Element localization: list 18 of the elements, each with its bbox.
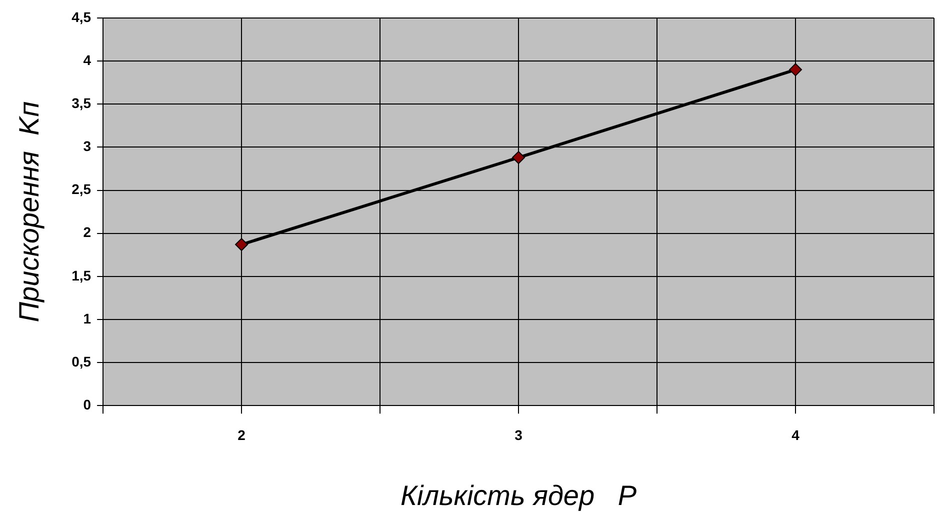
point xyxy=(789,63,802,76)
y-tick-label: 3 xyxy=(83,138,92,154)
y-tick-label: 4 xyxy=(83,52,92,68)
y-tick-label: 2 xyxy=(83,224,92,240)
y-tick-label: 0 xyxy=(83,396,92,412)
x-tick-label: 3 xyxy=(514,426,523,443)
x-tick-label: 4 xyxy=(792,426,800,443)
x-tick-label: 2 xyxy=(238,426,246,443)
y-tick-label: 4,5 xyxy=(72,8,92,25)
y-tick-label: 3,5 xyxy=(72,94,92,111)
x-axis-title: Кількість ядер P xyxy=(400,480,637,511)
y-tick-label: 0,5 xyxy=(72,353,92,370)
point xyxy=(235,238,248,252)
y-tick-label: 1,5 xyxy=(72,267,92,284)
y-tick-label: 2,5 xyxy=(72,181,92,198)
y-tick-label: 1 xyxy=(83,310,92,326)
point xyxy=(512,151,526,164)
y-axis-title: Прискорення Kп xyxy=(14,101,45,322)
